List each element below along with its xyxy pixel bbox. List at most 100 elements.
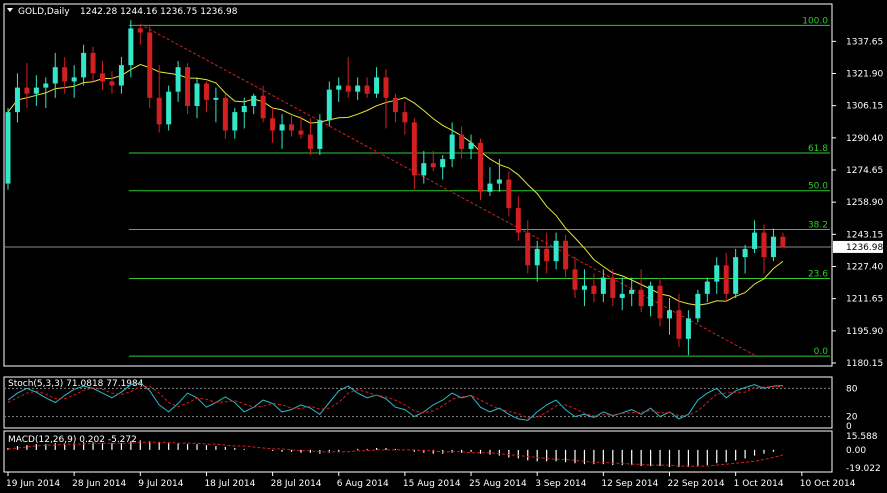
candle-body <box>440 159 446 168</box>
stoch-level-label: 0 <box>846 422 852 432</box>
candle-body <box>326 89 332 121</box>
stochastic-panel: Stoch(5,3,3) 71.0818 77.1984 80 200 <box>4 379 858 432</box>
candle-body <box>194 83 200 106</box>
macd-tick-label: 15.588 <box>846 432 878 442</box>
fib-level-label: 50.0 <box>808 182 828 192</box>
candle-body <box>251 95 257 106</box>
ohlc-label: 1242.28 1244.16 1236.75 1236.98 <box>80 7 238 17</box>
date-tick-label: 28 Jul 2014 <box>271 479 322 489</box>
candle-body <box>43 83 49 88</box>
candle-body <box>648 285 654 307</box>
date-tick-label: 19 Jun 2014 <box>6 479 60 489</box>
candle-body <box>100 73 105 82</box>
candle-body <box>421 163 427 176</box>
candle-body <box>270 118 276 131</box>
candle-body <box>279 124 285 131</box>
candle-body <box>572 269 578 290</box>
candle-body <box>478 142 483 192</box>
candle-body <box>468 142 474 149</box>
price-tick-label: 1321.90 <box>846 70 883 80</box>
candle-body <box>33 87 39 94</box>
candle-body <box>496 179 502 184</box>
candle-body <box>780 236 786 247</box>
candle-body <box>392 97 398 113</box>
symbol-label: GOLD,Daily <box>18 7 70 17</box>
stochastic-panel-frame <box>3 376 833 429</box>
candle-body <box>203 83 209 100</box>
candle-body <box>289 124 294 131</box>
price-tick-label: 1195.90 <box>846 327 883 337</box>
candle-body <box>657 285 663 319</box>
candle-body <box>563 240 569 270</box>
macd-panel-frame <box>3 430 833 473</box>
candle-body <box>638 289 644 307</box>
candle-body <box>752 232 758 249</box>
fib-level-label: 0.0 <box>814 347 829 357</box>
current-price-label: 1236.98 <box>846 243 883 253</box>
macd-tick-label: 0.00 <box>846 446 866 456</box>
candle-body <box>260 95 266 119</box>
candle-body <box>695 293 701 319</box>
stoch-signal-line <box>7 385 783 419</box>
date-tick-label: 18 Jul 2014 <box>204 479 255 489</box>
candle-body <box>90 52 96 74</box>
price-tick-label: 1274.65 <box>846 166 883 176</box>
candle-body <box>525 232 531 266</box>
candle-body <box>14 87 20 113</box>
main-panel-frame <box>3 3 833 367</box>
candle-body <box>175 67 181 92</box>
panel-frames <box>3 3 833 473</box>
candle-body <box>185 67 191 106</box>
price-tick-label: 1243.15 <box>846 230 883 240</box>
candle-body <box>52 67 58 84</box>
candle-body <box>629 289 635 294</box>
fib-level-label: 38.2 <box>808 221 828 231</box>
axes: 1337.65 1321.90 1306.15 1290.40 1274.65 1258.… <box>6 37 883 489</box>
fib-level-label: 100.0 <box>802 16 828 26</box>
candle-body <box>430 163 436 168</box>
candle-body <box>459 134 465 149</box>
candle-body <box>544 248 550 262</box>
stochastic-label: Stoch(5,3,3) 71.0818 77.1984 <box>8 379 144 389</box>
price-tick-label: 1337.65 <box>846 37 883 47</box>
date-tick-label: 22 Sep 2014 <box>668 479 725 489</box>
price-tick-label: 1306.15 <box>846 102 883 112</box>
candle-body <box>506 179 512 209</box>
candle-body <box>24 87 30 94</box>
stoch-level-label: 80 <box>846 384 858 394</box>
candle-body <box>383 77 389 98</box>
candle-body <box>355 85 361 92</box>
candle-body <box>553 240 559 262</box>
candle-body <box>449 134 455 160</box>
candle-body <box>81 52 87 78</box>
candle-body <box>402 112 408 123</box>
candle-body <box>345 85 351 92</box>
triangle-down-icon[interactable] <box>7 8 13 12</box>
price-tick-label: 1227.40 <box>846 263 883 273</box>
candle-body <box>581 285 587 290</box>
candle-body <box>374 77 380 94</box>
date-tick-label: 6 Aug 2014 <box>337 479 389 489</box>
candle-body <box>685 318 691 339</box>
candle-body <box>591 285 597 294</box>
macd-signal-line <box>7 441 784 467</box>
candle-body <box>704 281 710 294</box>
candle-body <box>411 122 417 176</box>
candle-body <box>619 293 625 298</box>
candle-body <box>307 134 313 149</box>
candle-body <box>761 232 767 258</box>
candle-body <box>534 248 540 266</box>
candle-body <box>109 81 115 86</box>
candle-body <box>5 112 11 184</box>
candle-body <box>723 265 729 294</box>
candle-body <box>770 236 776 258</box>
candle-body <box>118 65 124 86</box>
date-tick-label: 12 Sep 2014 <box>601 479 658 489</box>
candle-body <box>128 28 134 66</box>
date-tick-label: 25 Aug 2014 <box>469 479 527 489</box>
candle-body <box>733 257 739 294</box>
macd-label: MACD(12,26,9) 0.202 -5.272 <box>8 435 137 445</box>
current-price-tag <box>833 240 883 253</box>
price-tick-label: 1258.90 <box>846 198 883 208</box>
